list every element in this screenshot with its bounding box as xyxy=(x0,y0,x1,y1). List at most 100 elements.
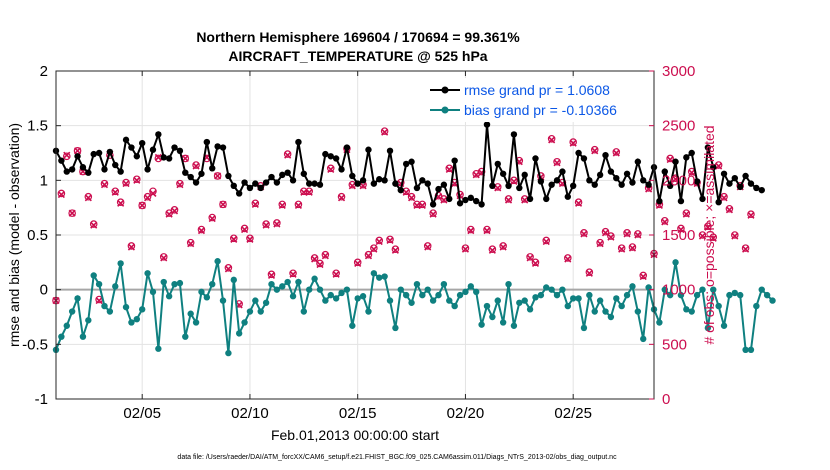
obs-assimilated-point xyxy=(294,201,302,210)
rmse-point xyxy=(429,201,437,208)
obs-assimilated-point xyxy=(742,245,750,253)
obs-possible-point xyxy=(370,244,378,252)
obs-possible-point xyxy=(267,270,276,279)
obs-assimilated-point xyxy=(84,194,92,202)
obs-possible-point xyxy=(111,187,120,196)
bias-point xyxy=(473,288,480,296)
obs-possible-point xyxy=(564,254,572,262)
x-tick-label: 02/05 xyxy=(123,405,161,422)
bias-point xyxy=(376,274,383,281)
rmse-point xyxy=(338,166,345,173)
obs-assimilated-point xyxy=(731,232,739,240)
obs-possible-point xyxy=(741,244,750,252)
obs-assimilated-point xyxy=(370,245,378,253)
bias-point xyxy=(769,297,776,304)
obs-assimilated-point xyxy=(95,297,103,305)
obs-possible-point xyxy=(590,145,599,154)
rmse-point xyxy=(726,180,733,187)
y-axis-right: 0 500 1000 1500 2000 2500 3000 xyxy=(649,63,695,408)
obs-assimilated-point xyxy=(402,188,410,196)
rmse-point xyxy=(688,149,695,157)
rmse-point xyxy=(537,178,545,185)
rmse-point xyxy=(117,168,124,175)
obs-assimilated-point xyxy=(569,139,577,147)
rmse-point xyxy=(666,182,674,189)
bias-point xyxy=(516,299,523,306)
obs-assimilated-point xyxy=(521,196,529,204)
y-tick-label: -1 xyxy=(35,391,48,408)
obs-assimilated-point xyxy=(698,232,707,240)
obs-assimilated-point xyxy=(90,221,98,229)
bias-point xyxy=(311,275,318,282)
x-tick-label: 02/20 xyxy=(447,405,485,422)
x-axis: 02/05 02/10 02/15 02/20 02/25 xyxy=(123,71,592,422)
y2-tick-label: 2000 xyxy=(662,172,695,189)
rmse-point xyxy=(58,157,65,164)
bias-point xyxy=(510,322,518,329)
rmse-point xyxy=(101,166,108,173)
obs-possible-point xyxy=(122,178,130,187)
obs-assimilated-point xyxy=(386,236,394,245)
obs-possible-point xyxy=(526,253,534,261)
bias-point xyxy=(74,295,81,302)
rmse-point xyxy=(95,149,103,157)
rmse-point xyxy=(602,151,609,159)
obs-assimilated-point xyxy=(100,181,109,189)
obs-assimilated-point xyxy=(73,147,82,155)
bias-point xyxy=(602,308,609,315)
rmse-point xyxy=(219,144,227,151)
obs-possible-point xyxy=(580,229,588,237)
obs-assimilated-point xyxy=(408,194,416,202)
obs-assimilated-point xyxy=(284,151,292,159)
obs-possible-point xyxy=(574,198,583,207)
obs-possible-point xyxy=(547,134,556,143)
rmse-point xyxy=(155,131,162,138)
bias-point xyxy=(607,313,615,321)
rmse-point xyxy=(203,138,211,146)
rmse-point xyxy=(747,180,755,187)
rmse-point xyxy=(316,181,324,188)
obs-assimilated-point xyxy=(111,188,119,196)
obs-assimilated-point xyxy=(704,223,712,231)
bias-point xyxy=(68,308,76,315)
obs-possible-point xyxy=(720,192,728,201)
bias-point xyxy=(112,283,119,290)
obs-assimilated-point xyxy=(483,227,491,235)
rmse-point xyxy=(392,180,399,187)
y2-tick-label: 1500 xyxy=(662,227,695,244)
bias-point xyxy=(683,306,690,313)
obs-assimilated-point xyxy=(63,151,71,159)
obs-assimilated-point xyxy=(542,237,550,246)
rmse-point xyxy=(494,160,501,168)
bias-point xyxy=(279,283,286,290)
bias-point xyxy=(758,286,765,293)
rmse-point xyxy=(596,171,604,179)
bias-point xyxy=(365,308,372,315)
bias-point xyxy=(521,297,528,304)
rmse-point xyxy=(311,180,318,187)
obs-assimilated-point xyxy=(715,162,723,170)
obs-possible-point xyxy=(84,192,93,201)
rmse-point xyxy=(268,173,275,181)
rmse-point xyxy=(370,180,378,187)
rmse-series xyxy=(52,121,765,208)
bias-point xyxy=(386,297,394,304)
obs-assimilated-point xyxy=(224,265,232,273)
obs-assimilated-point xyxy=(461,245,470,253)
obs-assimilated-point xyxy=(278,201,286,210)
obs-assimilated-point xyxy=(413,201,421,210)
obs-assimilated-point xyxy=(585,269,593,277)
bias-point xyxy=(429,297,437,304)
obs-possible-point xyxy=(585,268,594,276)
bias-point xyxy=(182,333,189,340)
obs-possible-point xyxy=(283,150,292,158)
rmse-point xyxy=(230,182,237,189)
obs-possible-point xyxy=(375,236,384,245)
obs-assimilated-point xyxy=(160,254,168,262)
rmse-point xyxy=(246,184,254,192)
bias-point xyxy=(656,319,663,326)
bias-point xyxy=(63,322,70,329)
bias-point xyxy=(424,286,431,293)
bias-point xyxy=(101,302,108,310)
bias-point xyxy=(322,297,329,304)
